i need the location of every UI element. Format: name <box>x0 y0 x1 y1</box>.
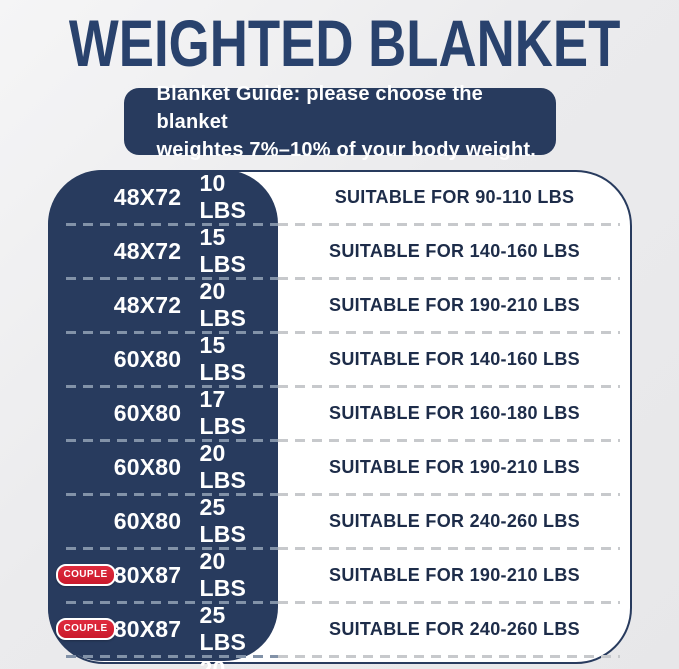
blanket-weight: 25 LBS <box>199 494 247 547</box>
table-row: 48X72 20 LBS SUITABLE FOR 190-210 LBS <box>48 278 632 334</box>
blanket-size: 48X72 <box>113 291 182 318</box>
banner-line-1: Blanket Guide: please choose the blanket <box>156 82 483 133</box>
table-row: COUPLE 88X104 20 LBS SUITABLE FOR 190-21… <box>48 656 632 669</box>
blanket-weight: 10 LBS <box>199 170 247 223</box>
blanket-size: 60X80 <box>113 399 182 426</box>
table-row: 60X80 15 LBS SUITABLE FOR 140-160 LBS <box>48 332 632 388</box>
size-weight-cell: 60X80 25 LBS <box>48 494 278 548</box>
suitable-for-text: SUITABLE FOR 240-260 LBS <box>329 510 580 531</box>
suitable-for-text: SUITABLE FOR 190-210 LBS <box>329 564 580 585</box>
blanket-size: 80X87 <box>113 561 182 588</box>
table-rows: 48X72 10 LBS SUITABLE FOR 90-110 LBS 48X… <box>48 170 632 669</box>
size-weight-cell: 60X80 20 LBS <box>48 440 278 494</box>
suitable-for-text: SUITABLE FOR 240-260 LBS <box>329 618 580 639</box>
table-row: 60X80 25 LBS SUITABLE FOR 240-260 LBS <box>48 494 632 550</box>
suitable-for-text: SUITABLE FOR 90-110 LBS <box>334 186 575 207</box>
blanket-size: 48X72 <box>113 183 182 210</box>
suitable-for-text: SUITABLE FOR 140-160 LBS <box>329 348 580 369</box>
table-row: COUPLE 80X87 25 LBS SUITABLE FOR 240-260… <box>48 602 632 658</box>
suitable-for-text: SUITABLE FOR 190-210 LBS <box>329 294 580 315</box>
blanket-size: 60X80 <box>113 345 182 372</box>
blanket-size: 48X72 <box>113 237 182 264</box>
blanket-weight: 15 LBS <box>199 332 247 385</box>
blanket-weight: 20 LBS <box>199 440 247 493</box>
blanket-size: 60X80 <box>113 507 182 534</box>
blanket-guide-banner: Blanket Guide: please choose the blanket… <box>123 83 556 161</box>
table-row: 48X72 15 LBS SUITABLE FOR 140-160 LBS <box>48 224 632 280</box>
table-row: 60X80 20 LBS SUITABLE FOR 190-210 LBS <box>48 440 632 496</box>
blanket-weight: 25 LBS <box>199 602 247 655</box>
couple-badge: COUPLE <box>55 564 116 586</box>
table-row: COUPLE 80X87 20 LBS SUITABLE FOR 190-210… <box>48 548 632 604</box>
size-weight-cell: 60X80 15 LBS <box>48 332 278 386</box>
size-weight-cell: COUPLE 80X87 25 LBS <box>48 602 278 656</box>
size-weight-cell: 48X72 10 LBS <box>48 170 278 224</box>
blanket-weight: 20 LBS <box>199 656 226 669</box>
suitable-for-text: SUITABLE FOR 160-180 LBS <box>329 402 580 423</box>
blanket-weight: 20 LBS <box>199 548 247 601</box>
suitable-for-text: SUITABLE FOR 190-210 LBS <box>329 456 580 477</box>
blanket-weight: 20 LBS <box>199 278 247 331</box>
header: WEIGHTED BLANKET <box>0 0 679 76</box>
blanket-weight: 15 LBS <box>199 224 247 277</box>
size-weight-cell: 48X72 15 LBS <box>48 224 278 278</box>
blanket-size: 60X80 <box>113 453 182 480</box>
blanket-weight: 17 LBS <box>199 386 247 439</box>
table-row: 48X72 10 LBS SUITABLE FOR 90-110 LBS <box>48 170 632 226</box>
size-weight-cell: COUPLE 88X104 20 LBS <box>48 656 278 669</box>
couple-badge: COUPLE <box>55 618 116 640</box>
page-title: WEIGHTED BLANKET <box>68 6 621 80</box>
table-row: 60X80 17 LBS SUITABLE FOR 160-180 LBS <box>48 386 632 442</box>
size-weight-cell: 60X80 17 LBS <box>48 386 278 440</box>
size-weight-chart: 48X72 10 LBS SUITABLE FOR 90-110 LBS 48X… <box>47 170 632 669</box>
blanket-size: 80X87 <box>113 615 182 642</box>
size-weight-cell: 48X72 20 LBS <box>48 278 278 332</box>
suitable-for-text: SUITABLE FOR 140-160 LBS <box>329 240 580 261</box>
size-weight-cell: COUPLE 80X87 20 LBS <box>48 548 278 602</box>
banner-line-2: weightes 7%–10% of your body weight. <box>156 138 536 161</box>
